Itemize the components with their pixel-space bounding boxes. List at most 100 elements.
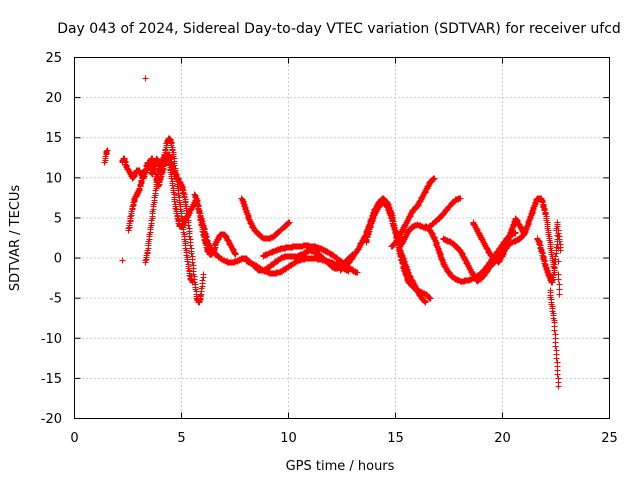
- data-point-fill: [181, 233, 189, 252]
- data-point-fill: [127, 205, 136, 220]
- y-tick-label: 20: [45, 91, 62, 106]
- data-point-fill: [406, 272, 416, 286]
- data-point-fill: [423, 223, 433, 234]
- data-point-fill: [273, 227, 284, 238]
- data-point-fill: [466, 264, 476, 278]
- data-point-fill: [436, 211, 446, 222]
- data-point-fill: [440, 206, 451, 218]
- data-point-fill: [496, 241, 506, 254]
- data-point-fill: [142, 249, 151, 264]
- data-point-fill: [239, 196, 249, 213]
- data-point-fill: [198, 274, 207, 295]
- data-point-fill: [457, 248, 468, 261]
- series-s1: [101, 147, 111, 166]
- data-point: [422, 299, 429, 306]
- series-s17: [470, 195, 558, 274]
- data-point-fill: [166, 161, 174, 176]
- y-tick-label: -10: [41, 332, 62, 347]
- data-point: [427, 295, 434, 302]
- series-s10: [260, 242, 361, 276]
- data-point-fill: [252, 262, 267, 274]
- data-point-fill: [543, 213, 553, 244]
- data-point-fill: [209, 247, 219, 258]
- data-point-fill: [513, 216, 523, 229]
- series-s20: [553, 219, 563, 298]
- data-point: [200, 271, 207, 278]
- data-point-fill: [181, 193, 189, 208]
- data-point-fill: [397, 224, 408, 237]
- data-point-fill: [177, 179, 185, 189]
- data-point: [431, 175, 438, 182]
- data-point: [189, 259, 196, 266]
- data-point-fill: [487, 251, 498, 262]
- data-point-fill: [363, 224, 374, 245]
- data-point-fill: [453, 243, 463, 254]
- data-point-fill: [553, 221, 561, 232]
- data-point: [232, 251, 239, 258]
- data-point: [142, 75, 149, 82]
- data-point-fill: [552, 339, 560, 354]
- data-point-fill: [554, 371, 562, 386]
- data-point-fill: [487, 259, 498, 270]
- data-point-fill: [389, 239, 399, 250]
- data-point-fill: [256, 231, 267, 242]
- data-point-fill: [397, 236, 408, 249]
- data-point-fill: [102, 153, 109, 164]
- y-axis-label: SDTVAR / TECUs: [8, 185, 23, 292]
- y-tick-label: 5: [54, 211, 62, 226]
- data-point-fill: [346, 247, 361, 266]
- data-point-fill: [470, 220, 481, 233]
- data-point-fill: [179, 220, 187, 229]
- series-s3: [125, 151, 207, 306]
- data-point-fill: [213, 251, 224, 262]
- y-tick-label: -20: [41, 412, 62, 427]
- data-point: [555, 383, 562, 390]
- data-point-fill: [474, 270, 485, 279]
- data-point-fill: [423, 179, 433, 193]
- data-point-fill: [504, 228, 515, 245]
- data-point: [119, 257, 126, 264]
- data-point-fill: [553, 355, 561, 370]
- data-point-fill: [474, 228, 485, 241]
- data-point-fill: [389, 216, 399, 237]
- data-point-fill: [427, 228, 438, 241]
- data-point-fill: [269, 246, 284, 256]
- data-point-fill: [551, 323, 559, 338]
- data-point-fill: [252, 227, 262, 238]
- data-point-fill: [554, 232, 562, 265]
- series-layer: [101, 75, 564, 390]
- y-tick-label: 15: [45, 131, 62, 146]
- data-point-fill: [500, 240, 510, 257]
- plot-frame: [74, 57, 610, 419]
- data-point-fill: [311, 255, 326, 264]
- data-point-fill: [282, 219, 292, 230]
- data-point-fill: [367, 212, 378, 229]
- y-tick-label: 0: [54, 252, 62, 267]
- data-point-fill: [183, 249, 192, 268]
- data-point: [354, 269, 361, 276]
- data-point-fill: [547, 289, 555, 308]
- series-s6: [119, 257, 126, 264]
- data-point-fill: [483, 244, 493, 257]
- chart-title: Day 043 of 2024, Sidereal Day-to-day VTE…: [57, 21, 621, 37]
- series-s8: [238, 195, 293, 242]
- series-s18: [534, 227, 564, 286]
- data-point-fill: [549, 305, 558, 324]
- data-point-fill: [406, 223, 416, 234]
- data-point-fill: [440, 260, 451, 274]
- data-point-fill: [164, 152, 172, 165]
- data-point-fill: [170, 189, 179, 208]
- data-point-fill: [286, 258, 301, 270]
- data-point-fill: [277, 263, 292, 275]
- data-point-fill: [273, 255, 284, 265]
- data-point: [554, 219, 561, 226]
- axes: 0 5 10 15 20 25 -20 -15 -10 -5 0 5 10 15 20 25: [41, 51, 618, 446]
- data-point-fill: [181, 216, 189, 225]
- series-s19: [547, 287, 562, 390]
- data-point-fill: [496, 252, 506, 265]
- data-point-fill: [226, 240, 234, 249]
- data-point-fill: [185, 265, 194, 280]
- data-point-fill: [151, 185, 160, 204]
- data-point-fill: [224, 236, 232, 245]
